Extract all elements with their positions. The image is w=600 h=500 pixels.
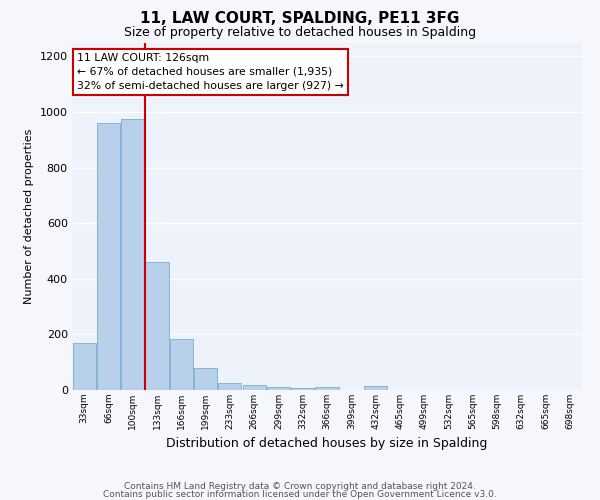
Bar	[218, 383, 241, 390]
Bar	[73, 342, 95, 390]
Bar	[316, 387, 338, 390]
Text: Contains public sector information licensed under the Open Government Licence v3: Contains public sector information licen…	[103, 490, 497, 499]
Bar	[194, 368, 217, 390]
Text: 11 LAW COURT: 126sqm
← 67% of detached houses are smaller (1,935)
32% of semi-de: 11 LAW COURT: 126sqm ← 67% of detached h…	[77, 53, 344, 91]
Text: Size of property relative to detached houses in Spalding: Size of property relative to detached ho…	[124, 26, 476, 39]
Text: 11, LAW COURT, SPALDING, PE11 3FG: 11, LAW COURT, SPALDING, PE11 3FG	[140, 11, 460, 26]
Bar	[267, 386, 290, 390]
Y-axis label: Number of detached properties: Number of detached properties	[24, 128, 34, 304]
Bar	[145, 262, 169, 390]
Bar	[242, 385, 266, 390]
Bar	[97, 123, 120, 390]
X-axis label: Distribution of detached houses by size in Spalding: Distribution of detached houses by size …	[166, 438, 488, 450]
Bar	[170, 338, 193, 390]
Text: Contains HM Land Registry data © Crown copyright and database right 2024.: Contains HM Land Registry data © Crown c…	[124, 482, 476, 491]
Bar	[121, 119, 144, 390]
Bar	[364, 386, 387, 390]
Bar	[291, 388, 314, 390]
